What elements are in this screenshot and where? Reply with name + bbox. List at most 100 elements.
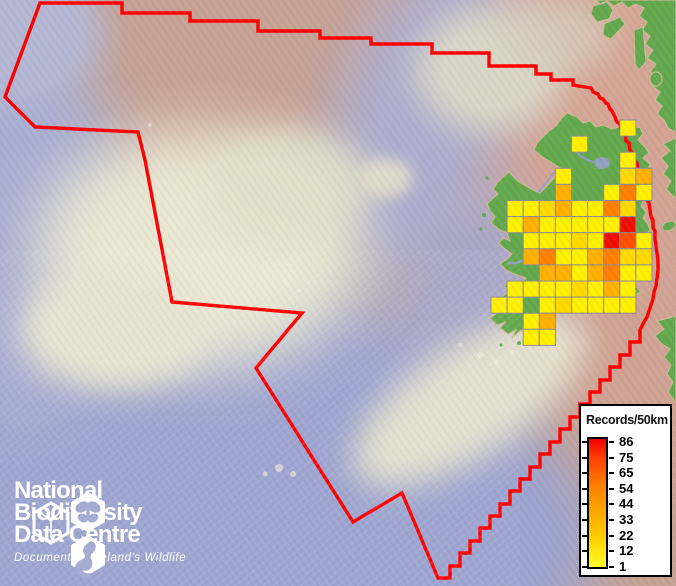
grid-cell [506, 296, 524, 314]
records-grid [490, 119, 653, 346]
grid-cell [506, 200, 524, 218]
grid-cell [603, 296, 621, 314]
legend-tick [582, 456, 587, 459]
grid-cell [538, 248, 556, 266]
grid-cell [490, 296, 508, 314]
legend-tick [609, 519, 614, 521]
scotland-landmass [595, 0, 676, 133]
grid-cell [554, 200, 573, 218]
grid-cell [619, 248, 637, 266]
legend-title: Records/50km [586, 413, 668, 427]
kintyre-peninsula [633, 26, 647, 71]
grid-cell [571, 135, 589, 153]
legend-tick [609, 441, 614, 443]
legend-tick [609, 456, 614, 459]
grid-cell [554, 167, 573, 185]
grid-cell [587, 248, 605, 266]
grid-cell [538, 312, 556, 330]
grid-cell [603, 232, 621, 250]
legend-tick [582, 550, 587, 553]
legend-tick [609, 565, 614, 568]
wales-coast [654, 315, 676, 405]
grid-cell [603, 200, 621, 218]
legend-tick-label: 1 [619, 558, 627, 574]
grid-cell [587, 280, 605, 298]
grid-cell [538, 296, 556, 314]
grid-cell [619, 264, 637, 282]
grid-cell [619, 216, 637, 234]
logo-hexagons [32, 492, 105, 577]
grid-cell [571, 264, 589, 282]
grid-cell [635, 183, 653, 201]
legend-tick [582, 503, 587, 506]
seahorse-icon [71, 535, 105, 577]
legend-tick [582, 534, 587, 537]
legend-row: 75 [582, 449, 672, 465]
grid-cell [635, 248, 653, 266]
grid-cell [538, 232, 556, 250]
grid-cell [522, 248, 540, 266]
grid-cell [538, 328, 556, 346]
legend-tick-label: 44 [619, 496, 634, 512]
grid-cell [619, 119, 637, 137]
grid-cell [554, 264, 573, 282]
arran-island [649, 71, 663, 87]
legend-tick [609, 487, 614, 490]
grid-cell [522, 312, 540, 330]
grid-cell [619, 296, 637, 314]
legend-tick-label: 33 [619, 512, 634, 527]
legend-tick [609, 550, 614, 553]
grid-cell [603, 280, 621, 298]
grid-cell [603, 264, 621, 282]
grid-cell [571, 216, 589, 234]
jura-island [602, 16, 626, 40]
nbdc-logo: National Biodiversity Data Centre Docume… [14, 479, 186, 577]
legend-tick-label: 86 [619, 434, 634, 449]
grid-cell [554, 232, 573, 250]
legend-row: 44 [582, 497, 672, 511]
butterfly-icon [71, 492, 105, 532]
grid-cell [587, 216, 605, 234]
legend-tick [582, 519, 587, 521]
west-islets [479, 176, 521, 347]
grid-cell [587, 232, 605, 250]
legend-tick-label: 75 [619, 449, 634, 465]
legend-tick [609, 472, 614, 475]
grid-cell [587, 296, 605, 314]
legend-row: 22 [582, 528, 672, 543]
grid-cell [554, 296, 573, 314]
grid-cell [506, 280, 524, 298]
legend-tick-label: 65 [619, 465, 634, 481]
grid-cell [522, 280, 540, 298]
legend-row: 33 [582, 513, 672, 527]
legend-row: 12 [582, 544, 672, 558]
grid-cell [538, 216, 556, 234]
legend-row: 54 [582, 480, 672, 496]
legend-tick [582, 487, 587, 490]
legend-tick [582, 441, 587, 443]
legend-tick [609, 503, 614, 506]
grid-cell [538, 280, 556, 298]
grid-cell [554, 183, 573, 201]
legend-tick [582, 565, 587, 568]
grid-cell [522, 216, 540, 234]
legend-row: 65 [582, 466, 672, 480]
grid-cell [635, 232, 653, 250]
legend-row: 86 [582, 435, 672, 449]
grid-cell [538, 200, 556, 218]
grid-cell [571, 248, 589, 266]
grid-cell [619, 151, 637, 169]
grid-cell [635, 264, 653, 282]
grid-cell [603, 248, 621, 266]
grid-cell [571, 280, 589, 298]
grid-cell [571, 200, 589, 218]
grid-cell [635, 167, 653, 185]
grid-cell [522, 232, 540, 250]
legend-tick-label: 12 [619, 543, 634, 559]
legend-box: Records/50km 86 75 65 54 44 33 22 12 1 [579, 404, 672, 577]
legend-tick-label: 54 [619, 480, 634, 496]
grid-cell [506, 216, 524, 234]
dandelion-icon [32, 501, 70, 545]
boundary-line [3, 1, 660, 580]
